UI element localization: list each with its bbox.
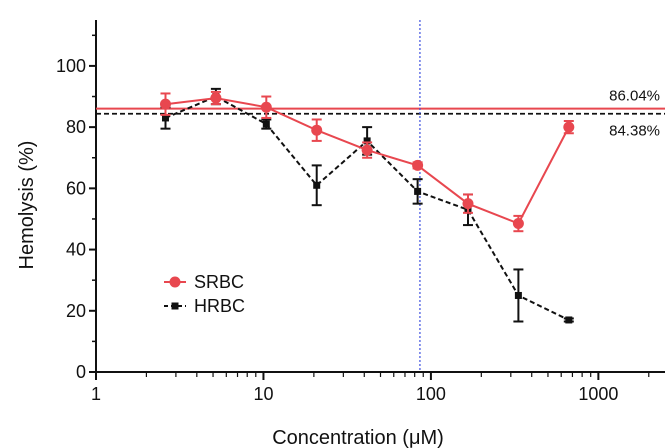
legend-label-srbc: SRBC xyxy=(194,272,244,292)
y-tick-label: 20 xyxy=(66,301,86,321)
y-tick-label: 80 xyxy=(66,117,86,137)
x-tick-label: 1000 xyxy=(578,384,618,404)
data-point-hrbc xyxy=(161,114,169,122)
y-tick-label: 40 xyxy=(66,240,86,260)
data-point-srbc xyxy=(260,101,272,113)
data-point-hrbc xyxy=(514,291,522,299)
x-axis-label: Concentration (μM) xyxy=(272,427,444,448)
x-tick-label: 10 xyxy=(253,384,273,404)
x-tick-label: 100 xyxy=(416,384,446,404)
data-point-srbc xyxy=(159,98,171,110)
y-axis-label: Hemolysis (%) xyxy=(16,141,38,270)
plot-layer: 0 20 40 60 80 100 1 10 100 1000 86.04% 84.38% SRBC HR… xyxy=(56,20,665,404)
legend-marker-hrbc xyxy=(171,302,179,310)
series-line-srbc xyxy=(165,97,570,225)
data-point-srbc xyxy=(462,198,474,210)
x-tick-label: 1 xyxy=(91,384,101,404)
data-point-srbc xyxy=(563,121,575,133)
data-point-srbc xyxy=(412,159,424,171)
legend-label-hrbc: HRBC xyxy=(194,296,245,316)
y-tick-label: 100 xyxy=(56,56,86,76)
data-point-srbc xyxy=(311,124,323,136)
data-point-srbc xyxy=(361,144,373,156)
legend-marker-srbc xyxy=(169,276,181,288)
data-point-hrbc xyxy=(313,181,321,189)
data-point-hrbc xyxy=(414,187,422,195)
reference-label-srbc: 86.04% xyxy=(609,88,660,105)
data-point-srbc xyxy=(210,92,222,104)
y-tick-label: 0 xyxy=(76,362,86,382)
reference-label-hrbc: 84.38% xyxy=(609,123,660,140)
data-point-hrbc xyxy=(565,316,573,324)
data-point-hrbc xyxy=(262,120,270,128)
data-point-hrbc xyxy=(363,137,371,145)
data-point-srbc xyxy=(512,218,524,230)
y-tick-label: 60 xyxy=(66,178,86,198)
